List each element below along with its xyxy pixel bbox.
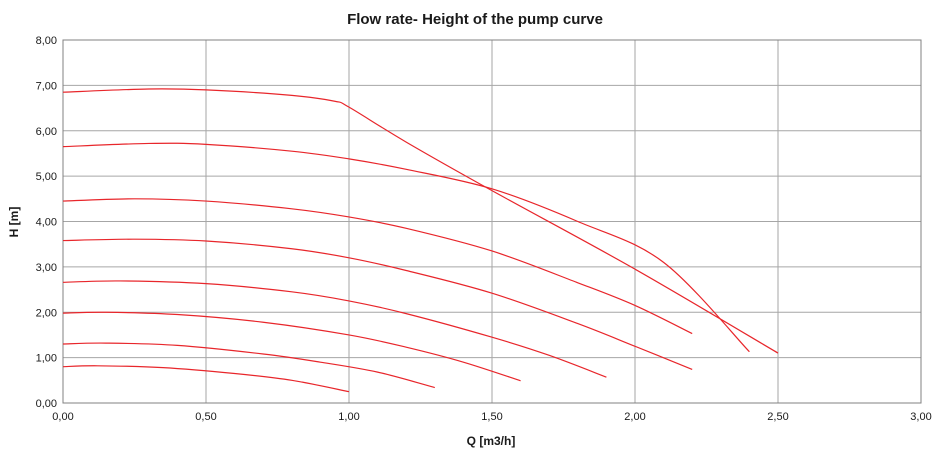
x-tick-label: 2,50 [767, 411, 788, 423]
pump-curve-2 [62, 142, 750, 353]
x-tick-label: 0,00 [52, 411, 73, 423]
y-tick-label: 0,00 [36, 398, 57, 410]
pump-curves [62, 88, 779, 393]
y-tick-label: 6,00 [36, 126, 57, 138]
pump-curve-1 [62, 88, 779, 354]
y-tick-label: 4,00 [36, 217, 57, 229]
chart-title: Flow rate- Height of the pump curve [347, 11, 603, 28]
x-tick-label: 0,50 [195, 411, 216, 423]
pump-curve-4 [62, 238, 693, 370]
y-tick-label: 5,00 [36, 171, 57, 183]
grid-lines [62, 39, 922, 404]
x-tick-label: 3,00 [910, 411, 931, 423]
pump-curve-7 [62, 342, 435, 389]
y-tick-label: 2,00 [36, 307, 57, 319]
x-tick-label: 1,00 [338, 411, 359, 423]
y-tick-label: 8,00 [36, 35, 57, 47]
pump-curve-3 [62, 198, 693, 335]
x-tick-label: 1,50 [481, 411, 502, 423]
y-axis-label: H [m] [7, 207, 21, 238]
x-axis-ticks: 0,00 0,50 1,00 1,50 2,00 2,50 3,00 [52, 411, 931, 423]
x-axis-label: Q [m3/h] [467, 434, 516, 448]
x-tick-label: 2,00 [624, 411, 645, 423]
y-tick-label: 1,00 [36, 353, 57, 365]
y-tick-label: 7,00 [36, 80, 57, 92]
pump-curve-8 [62, 365, 350, 393]
pump-curve-5 [62, 280, 607, 378]
y-axis-ticks: 0,00 1,00 2,00 3,00 4,00 5,00 6,00 7,00 8,00 [36, 35, 57, 410]
plot-frame [62, 39, 922, 404]
y-tick-label: 3,00 [36, 262, 57, 274]
pump-curve-6 [62, 311, 521, 382]
